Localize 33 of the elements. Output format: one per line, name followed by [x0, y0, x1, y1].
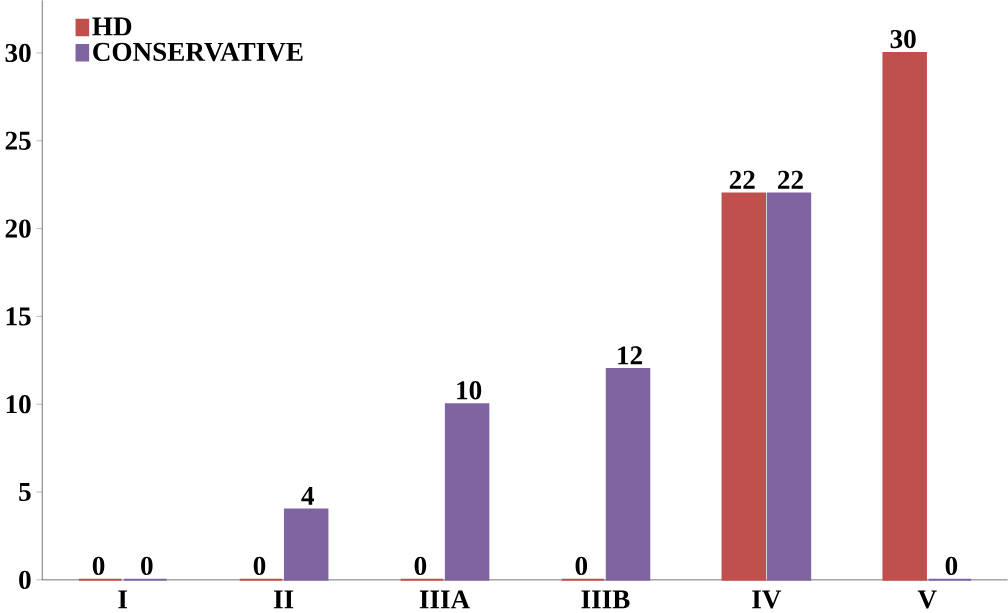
legend-label: CONSERVATIVE	[93, 42, 303, 62]
y-tick-label: 5	[19, 482, 31, 501]
data-label: 10	[457, 381, 482, 400]
data-label: 0	[92, 556, 105, 575]
x-tick-label: IV	[752, 590, 782, 609]
data-label: 0	[253, 556, 266, 575]
bar	[766, 192, 812, 581]
y-tick-label: 0	[19, 570, 31, 589]
data-label: 0	[414, 556, 427, 575]
bar	[721, 192, 767, 581]
bar	[882, 51, 927, 581]
data-label: 4	[301, 486, 315, 505]
x-tick-label: II	[273, 590, 294, 609]
legend-label: HD	[92, 17, 132, 36]
data-label: 0	[945, 556, 958, 575]
data-label: 22	[778, 170, 803, 189]
data-label: 30	[890, 29, 916, 49]
y-tick-label: 10	[6, 395, 31, 414]
bar	[283, 508, 329, 581]
y-tick-label: 30	[5, 43, 31, 63]
y-tick-label: 20	[5, 219, 31, 238]
bar	[605, 368, 651, 581]
data-label: 0	[575, 556, 588, 575]
y-tick-label: 15	[6, 307, 31, 326]
bar	[444, 403, 490, 581]
y-tick-label: 25	[5, 131, 31, 150]
x-tick-label: IIIA	[419, 590, 470, 609]
data-label: 12	[618, 346, 642, 365]
x-tick-label: IIIB	[581, 590, 630, 609]
data-label: 22	[729, 170, 755, 189]
x-tick-label: I	[118, 590, 128, 609]
data-label: 0	[141, 556, 153, 575]
x-tick-label: V	[917, 590, 937, 609]
